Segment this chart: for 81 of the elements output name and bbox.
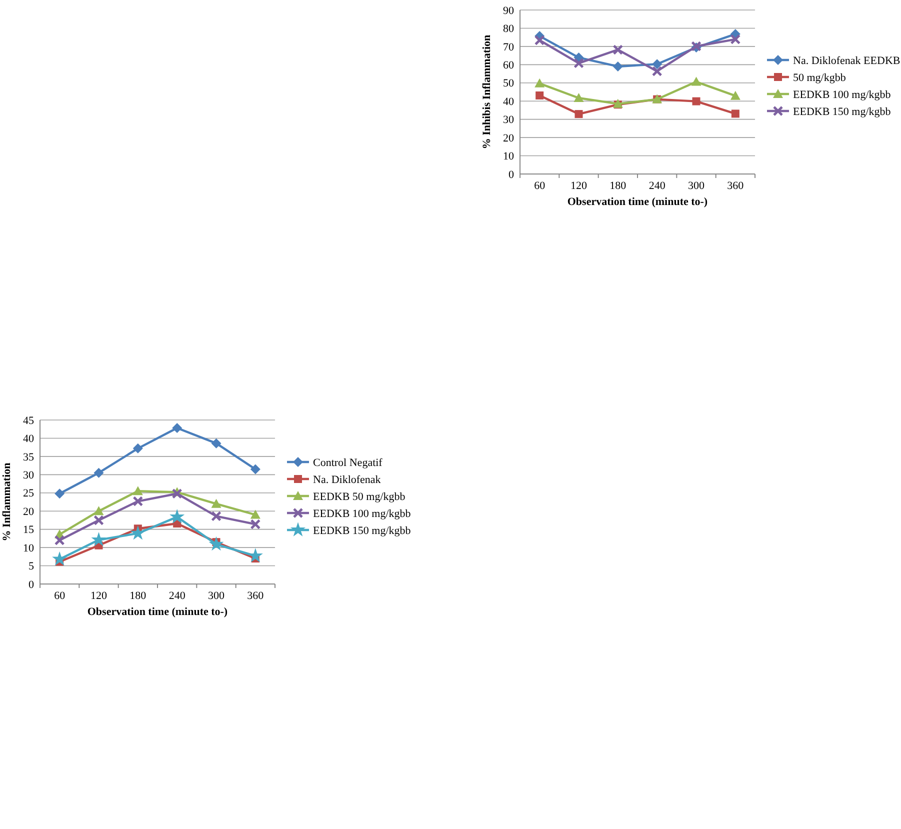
y-axis-title: % Inflammation <box>1 462 13 542</box>
legend-label: EEDKB 50 mg/kgbb <box>313 490 406 503</box>
point <box>211 511 222 522</box>
x-tick-label: 60 <box>54 590 66 602</box>
x-tick-label: 120 <box>570 180 588 192</box>
x-axis-title: Observation time (minute to-) <box>567 196 708 208</box>
x-tick-label: 240 <box>648 180 666 192</box>
point <box>730 90 740 100</box>
point <box>652 59 662 70</box>
y-tick-label: 45 <box>23 414 34 427</box>
point <box>612 44 624 55</box>
x-tick-label: 180 <box>130 590 147 602</box>
point <box>534 78 545 88</box>
point <box>731 110 740 118</box>
y-tick-label: 40 <box>503 96 514 108</box>
y-tick-label: 10 <box>23 542 34 554</box>
y-tick-label: 70 <box>503 41 514 54</box>
y-tick-label: 5 <box>28 560 34 573</box>
point <box>652 66 662 76</box>
x-tick-label: 300 <box>208 590 225 602</box>
point <box>54 535 65 546</box>
point <box>132 443 143 454</box>
x-tick-label: 240 <box>168 590 186 602</box>
x-tick-label: 360 <box>727 180 744 192</box>
y-tick-label: 0 <box>508 168 514 181</box>
point <box>132 496 144 506</box>
y-tick-label: 35 <box>23 451 34 464</box>
legend-label: EEDKB 150 mg/kgbb <box>793 106 892 118</box>
point <box>534 35 545 46</box>
x-axis-title: Observation time (minute to-) <box>87 606 228 618</box>
legend-label: EEDKB 100 mg/kgbb <box>793 88 892 101</box>
y-tick-label: 30 <box>23 470 34 482</box>
point <box>612 61 623 72</box>
y-axis-title: % Inhibis Inflammation <box>481 34 493 150</box>
x-tick-label: 180 <box>610 180 627 192</box>
y-tick-label: 15 <box>23 524 34 536</box>
legend-label: Na. Diklofenak <box>313 474 382 486</box>
y-tick-label: 10 <box>503 150 514 163</box>
y-tick-label: 0 <box>28 578 34 591</box>
x-tick-label: 300 <box>688 180 705 192</box>
point <box>91 532 106 546</box>
point <box>94 468 104 478</box>
point <box>172 423 182 434</box>
x-tick-label: 120 <box>90 590 108 602</box>
point <box>132 486 143 496</box>
legend-label: Control Negatif <box>313 456 383 469</box>
x-tick-label: 60 <box>534 180 546 192</box>
point <box>130 525 146 540</box>
point <box>211 498 222 508</box>
point <box>536 91 544 100</box>
y-tick-label: 30 <box>503 114 514 126</box>
y-tick-label: 50 <box>503 78 514 90</box>
point <box>250 519 261 530</box>
legend-label: Na. Diklofenak EEDKB <box>793 54 900 67</box>
point <box>691 76 702 86</box>
point <box>730 34 741 45</box>
point <box>52 551 68 566</box>
legend-label: 50 mg/kgbb <box>793 72 846 84</box>
y-tick-label: 20 <box>503 132 514 144</box>
point <box>172 488 182 499</box>
point <box>574 58 584 68</box>
y-tick-label: 60 <box>503 60 514 72</box>
point <box>94 515 104 526</box>
point <box>250 510 260 519</box>
x-tick-label: 360 <box>247 590 264 602</box>
point <box>208 536 224 551</box>
point <box>250 464 260 474</box>
point <box>692 97 700 106</box>
y-tick-label: 20 <box>23 506 34 518</box>
legend-label: EEDKB 150 mg/kgbb <box>313 524 412 537</box>
point <box>94 506 104 516</box>
y-tick-label: 40 <box>23 433 34 446</box>
point <box>211 438 222 448</box>
y-tick-label: 80 <box>503 23 514 36</box>
y-tick-label: 25 <box>23 488 34 500</box>
point <box>574 110 583 118</box>
y-tick-label: 90 <box>503 4 514 17</box>
legend-label: EEDKB 100 mg/kgbb <box>313 508 412 520</box>
point <box>170 509 185 524</box>
point <box>54 488 65 499</box>
point <box>574 93 584 102</box>
